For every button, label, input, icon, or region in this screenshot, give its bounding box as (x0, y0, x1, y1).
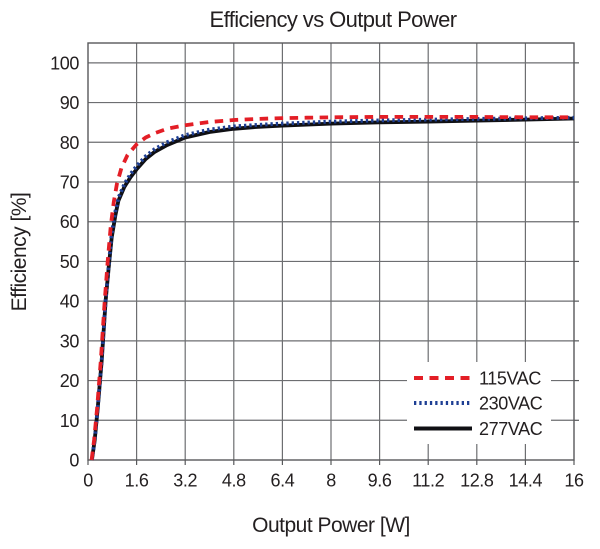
y-tick-label: 0 (69, 451, 79, 471)
x-tick-label: 9.6 (368, 471, 392, 491)
x-axis-label: Output Power [W] (252, 514, 410, 537)
y-tick-label: 50 (60, 252, 80, 272)
legend: 115VAC 230VAC 277VAC (407, 362, 551, 444)
y-tick-label: 20 (60, 371, 80, 391)
x-tick-label: 11.2 (412, 471, 444, 491)
y-tick-label: 90 (60, 93, 80, 113)
y-tick-label: 70 (60, 173, 80, 193)
x-tick-label: 14.4 (509, 471, 543, 491)
x-tick-label: 4.8 (222, 471, 246, 491)
y-axis-label: Efficiency [%] (8, 193, 31, 312)
y-tick-label: 80 (60, 133, 80, 153)
curve-layer (89, 115, 575, 461)
legend-label-277vac: 277VAC (479, 419, 543, 439)
curve-115vac (89, 115, 574, 461)
x-tick-label: 3.2 (173, 471, 197, 491)
x-tick-label: 8 (326, 471, 336, 491)
x-tick-label: 6.4 (270, 471, 294, 491)
plot-frame (87, 42, 575, 461)
y-tick-label: 30 (60, 331, 80, 351)
x-tick-label: 0 (83, 471, 93, 491)
x-tick-label: 12.8 (460, 471, 494, 491)
legend-label-230vac: 230VAC (479, 394, 543, 414)
y-tick-label: 60 (60, 212, 80, 232)
x-tick-label: 1.6 (125, 471, 149, 491)
y-tick-label: 40 (60, 292, 80, 312)
chart-title: Efficiency vs Output Power (210, 7, 457, 32)
tick-label-layer: 0 1.6 3.2 4.8 6.4 8 9.6 11.2 12.8 14.4 16 0 10 20 30 40… (50, 53, 584, 490)
y-tick-label: 10 (60, 411, 80, 431)
legend-label-115vac: 115VAC (479, 369, 541, 389)
y-tick-label: 100 (50, 53, 79, 73)
x-tick-label: 16 (564, 471, 584, 491)
